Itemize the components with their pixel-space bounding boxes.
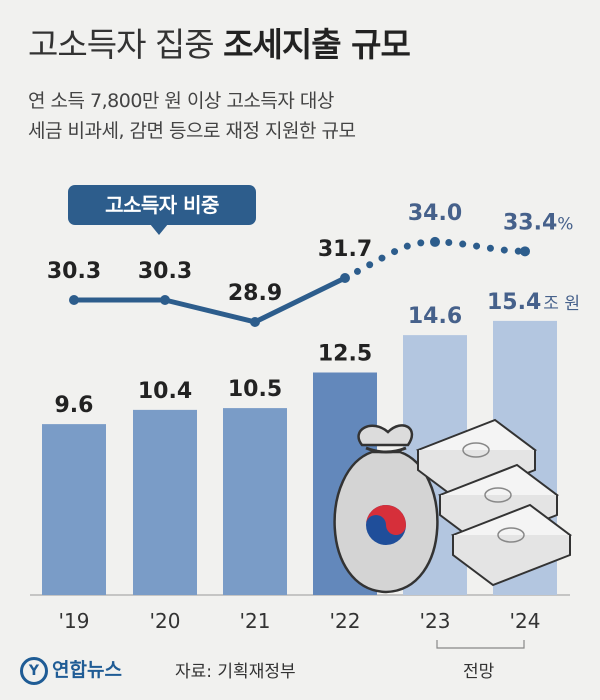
- bar-label-2: 10.5: [228, 377, 282, 402]
- line-series-actual: [71, 275, 348, 325]
- x-tick-2: '21: [240, 609, 271, 633]
- bar-label-4: 14.6: [408, 304, 462, 329]
- bar-label-1: 10.4: [138, 379, 192, 404]
- line-point-5: [520, 246, 530, 257]
- title-light: 고소득자 집중: [28, 25, 215, 64]
- line-point-4: [430, 236, 440, 247]
- forecast-label: 전망: [463, 662, 495, 682]
- bar-label-3: 12.5: [318, 342, 372, 367]
- cash-stack-icon: [415, 418, 573, 587]
- line-label-2: 28.9: [228, 281, 282, 306]
- x-tick-0: '19: [59, 609, 90, 633]
- line-point-2: [250, 316, 260, 327]
- x-tick-5: '24: [510, 609, 541, 633]
- chart-title: 고소득자 집중 조세지출 규모: [28, 18, 411, 66]
- title-bold: 조세지출 규모: [223, 25, 411, 64]
- money-bag-taegeuk-icon: [333, 424, 439, 594]
- bar-2: [223, 408, 287, 595]
- legend-pill: 고소득자 비중: [68, 185, 256, 225]
- line-label-1: 30.3: [138, 259, 192, 284]
- legend-pointer: [150, 224, 168, 235]
- line-label-0: 30.3: [47, 259, 101, 284]
- line-point-3: [340, 273, 350, 284]
- bar-label-0: 9.6: [55, 393, 94, 418]
- yonhap-logo-text: 연합뉴스: [52, 659, 122, 681]
- line-unit: %: [557, 214, 573, 234]
- subtitle-line-1: 연 소득 7,800만 원 이상 고소득자 대상: [28, 90, 334, 112]
- bar-label-5: 15.4 조 원: [487, 290, 580, 315]
- bar-0: [42, 424, 106, 595]
- x-tick-4: '23: [420, 609, 451, 633]
- source-text: 자료: 기획재정부: [175, 662, 296, 682]
- bar-unit: 조 원: [543, 294, 580, 314]
- yonhap-logo: Y 연합뉴스: [20, 655, 122, 685]
- forecast-bracket: [436, 640, 525, 649]
- line-label-4: 34.0: [408, 201, 462, 226]
- line-label-5: 33.4%: [503, 210, 573, 235]
- line-point-0: [69, 295, 79, 305]
- x-tick-3: '22: [330, 609, 361, 633]
- bar-1: [133, 409, 197, 595]
- x-tick-1: '20: [150, 609, 181, 633]
- yonhap-mark-icon: Y: [20, 656, 48, 685]
- line-label-3: 31.7: [318, 237, 372, 262]
- line-point-1: [160, 295, 170, 305]
- subtitle-line-2: 세금 비과세, 감면 등으로 재정 지원한 규모: [28, 120, 356, 142]
